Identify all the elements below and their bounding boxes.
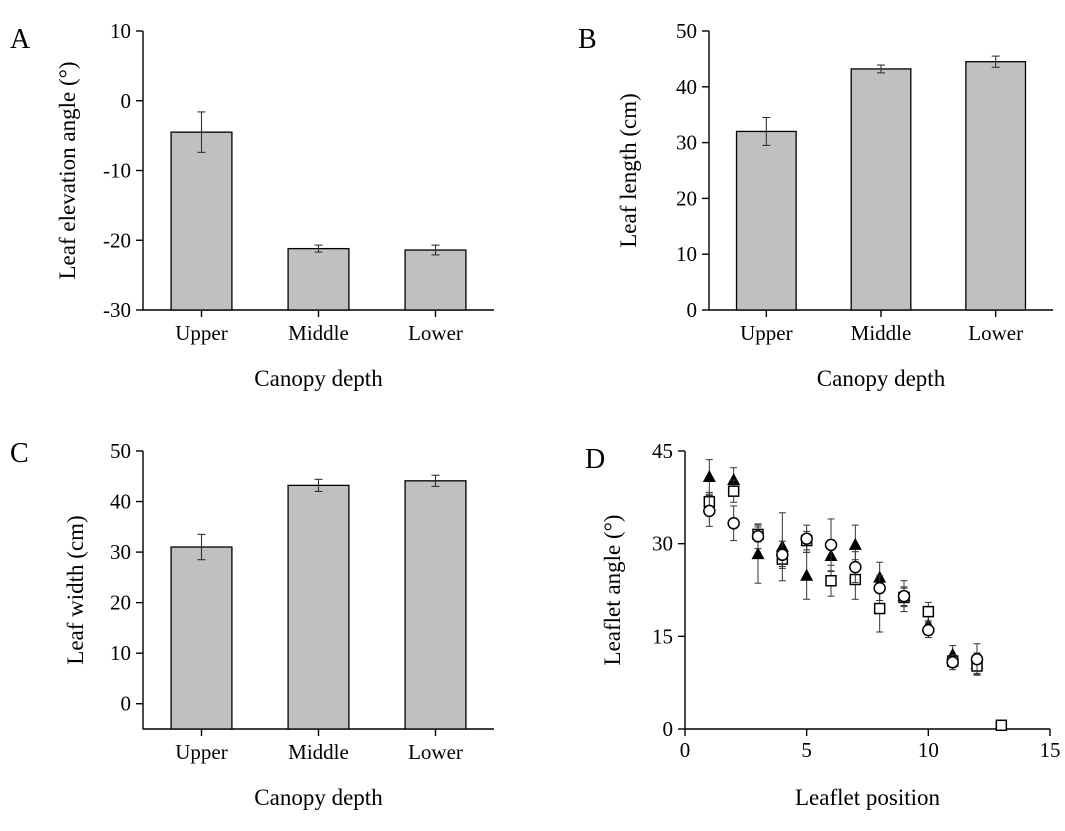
bar-lower <box>404 480 467 730</box>
bar-middle <box>850 68 912 311</box>
data-point-triangle <box>751 547 765 560</box>
panel-letter: C <box>10 438 29 469</box>
data-point-circle <box>776 548 789 562</box>
y-tick-label: 0 <box>121 692 132 716</box>
y-tick-label: 0 <box>663 717 674 741</box>
data-point-square <box>727 485 740 497</box>
x-axis-title: Leaflet position <box>795 785 940 810</box>
data-point-circle <box>824 538 838 552</box>
y-axis-title: Leaflet angle (°) <box>600 515 625 666</box>
chart-panel-b: B Leaf length (cm) Canopy depth 0 10 20 30 40 50… <box>578 19 1053 391</box>
y-axis-title: Leaf length (cm) <box>616 93 641 248</box>
y-tick-label: 30 <box>110 540 131 564</box>
y-tick-label: 15 <box>652 624 673 648</box>
y-tick-label: 20 <box>676 186 697 210</box>
x-tick-label: 5 <box>801 738 812 762</box>
y-tick-label: -30 <box>103 298 131 322</box>
y-tick-label: 40 <box>676 75 697 99</box>
data-point-circle <box>727 517 740 530</box>
data-point-circle <box>873 581 886 595</box>
x-tick-label: Middle <box>288 740 349 764</box>
chart-panel-d: D Leaflet angle (°) Leaflet position 0 15 30 4… <box>585 439 1061 810</box>
x-axis-title: Canopy depth <box>254 366 383 391</box>
data-point-square <box>825 574 837 587</box>
x-tick-label: Lower <box>408 321 463 345</box>
error-bar-middle <box>314 478 323 492</box>
y-tick-label: 10 <box>110 641 131 665</box>
axis-lines <box>684 451 1050 730</box>
bar-upper <box>170 131 233 311</box>
y-axis-title: Leaf width (cm) <box>63 515 88 664</box>
data-point-triangle <box>702 469 716 482</box>
y-tick-label: 30 <box>652 532 673 556</box>
x-axis-title: Canopy depth <box>817 366 946 391</box>
data-point-circle <box>946 656 959 669</box>
bar-lower <box>965 61 1027 311</box>
y-tick-label: 45 <box>652 439 673 463</box>
data-point-square <box>995 719 1008 732</box>
data-point-square <box>873 602 886 615</box>
data-point-circle <box>849 560 862 574</box>
chart-panel-a: A Leaf elevation angle (°) Canopy depth -30… <box>10 19 494 391</box>
y-tick-label: 30 <box>676 131 697 155</box>
error-bar-upper <box>762 116 771 146</box>
data-point-circle <box>800 532 813 545</box>
y-tick-label: -20 <box>103 228 131 252</box>
data-point-triangle <box>848 537 862 550</box>
error-bar-lower <box>431 244 440 256</box>
series-square <box>703 479 1008 732</box>
panel-letter: B <box>578 24 597 55</box>
bar-middle <box>287 484 350 730</box>
y-axis-title: Leaf elevation angle (°) <box>55 62 80 280</box>
y-tick-label: 40 <box>110 490 131 514</box>
y-tick-label: 50 <box>676 19 697 43</box>
x-tick-label: Middle <box>851 321 912 345</box>
data-point-square <box>922 605 935 618</box>
y-tick-label: 20 <box>110 591 131 615</box>
x-tick-label: Upper <box>175 740 227 764</box>
data-point-triangle <box>727 473 741 486</box>
y-tick-label: 50 <box>110 439 131 463</box>
x-tick-label: Lower <box>408 740 463 764</box>
x-tick-label: Lower <box>968 321 1023 345</box>
bar-middle <box>287 247 350 311</box>
x-axis-title: Canopy depth <box>254 785 383 810</box>
series-circle <box>703 494 984 676</box>
y-tick-label: 10 <box>676 242 697 266</box>
bar-upper <box>735 130 797 311</box>
chart-panel-c: C Leaf width (cm) Canopy depth 0 10 20 30 40 50 U… <box>10 438 494 810</box>
error-bar-upper <box>197 111 206 153</box>
axis-lines <box>142 451 494 730</box>
error-bar-lower <box>431 474 440 487</box>
x-tick-label: Upper <box>175 321 227 345</box>
data-point-circle <box>970 652 984 666</box>
data-point-circle <box>897 589 911 603</box>
data-point-triangle <box>800 568 814 581</box>
x-tick-label: 0 <box>680 738 691 762</box>
error-bar-lower <box>991 55 1000 68</box>
y-tick-label: 0 <box>687 298 698 322</box>
x-tick-label: Middle <box>288 321 349 345</box>
y-tick-label: 0 <box>121 89 132 113</box>
data-point-circle <box>751 530 765 543</box>
y-tick-label: 10 <box>110 19 131 43</box>
x-tick-label: 10 <box>918 738 939 762</box>
y-tick-label: -10 <box>103 159 131 183</box>
series-triangle <box>702 459 984 676</box>
data-point-circle <box>703 504 716 518</box>
data-point-circle <box>922 623 935 637</box>
error-bar-middle <box>314 244 323 253</box>
panel-letter: A <box>10 24 31 55</box>
error-bar-middle <box>877 64 885 74</box>
error-bar-upper <box>197 533 206 561</box>
bar-upper <box>170 546 233 730</box>
panel-letter: D <box>585 444 605 475</box>
x-tick-label: Upper <box>740 321 792 345</box>
x-tick-label: 15 <box>1040 738 1061 762</box>
bar-lower <box>404 249 467 311</box>
